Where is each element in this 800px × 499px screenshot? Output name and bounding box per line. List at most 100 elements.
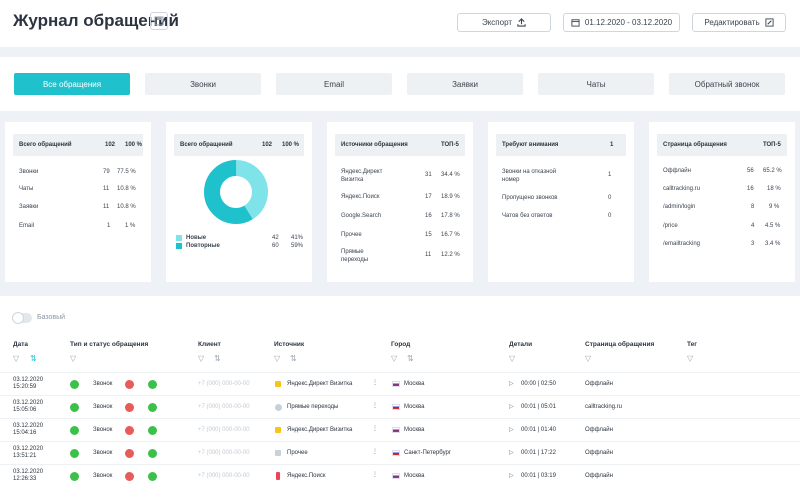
col-details[interactable]: Детали: [509, 341, 533, 348]
sources-title: Источники обращения: [341, 142, 408, 148]
row-label: Прямые переходы: [341, 249, 369, 263]
filter-icon[interactable]: ▽: [198, 354, 205, 363]
row-pct: 34.4 %: [441, 172, 460, 178]
sources-card-header: Источники обращения ТОП-5: [335, 134, 465, 156]
status-icon: [125, 403, 134, 412]
col-type[interactable]: Тип и статус обращения: [70, 341, 149, 348]
row-label: /admin/login: [663, 204, 696, 210]
row-count: 15: [425, 232, 432, 238]
play-icon[interactable]: ▷: [509, 450, 514, 456]
row-count: 11: [425, 252, 432, 258]
sources-card: Источники обращения ТОП-5 Яндекс.Директ …: [327, 122, 473, 282]
row-pct: 65.2 %: [763, 168, 782, 174]
pages-badge: ТОП-5: [763, 142, 781, 148]
source-icon: [275, 381, 281, 387]
play-icon[interactable]: ▷: [509, 473, 514, 479]
row-count: 3: [751, 241, 755, 247]
sort-icon[interactable]: ⇅: [290, 354, 297, 363]
filter-icon[interactable]: ▽: [509, 354, 516, 363]
donut-slice-0: [204, 160, 268, 224]
row-label: Прочее: [341, 232, 362, 238]
table-row[interactable]: 03.12.2020 15:20:59 Звонок +7 (000) 000-0…: [0, 372, 800, 395]
status-check-icon: [148, 449, 157, 458]
incoming-call-icon: [70, 426, 79, 435]
row-count: 79: [103, 169, 110, 175]
table-row[interactable]: 03.12.2020 12:26:33 Звонок +7 (000) 000-0…: [0, 464, 800, 487]
play-icon[interactable]: ▷: [509, 427, 514, 433]
row-pct: 3.4 %: [765, 241, 781, 247]
page-value: Оффлайн: [585, 381, 613, 387]
sort-icon[interactable]: ⇅: [407, 354, 414, 363]
export-button[interactable]: Экспорт: [457, 13, 551, 32]
tab-requests[interactable]: Заявки: [407, 73, 523, 95]
row-label: Google.Search: [341, 213, 382, 219]
client-value[interactable]: +7 (000) 000-00-00: [198, 473, 250, 479]
source-value: Яндекс.Директ Визитка: [287, 381, 353, 387]
sort-icon[interactable]: ⇅: [214, 354, 221, 363]
pages-card-header: Страница обращения ТОП-5: [657, 134, 787, 156]
attention-title: Требуют внимания: [502, 142, 559, 148]
play-icon[interactable]: ▷: [509, 404, 514, 410]
date-range-button[interactable]: 01.12.2020 - 03.12.2020: [563, 13, 680, 32]
type-value: Звонок: [93, 450, 113, 456]
legend-count: 42: [272, 235, 279, 241]
flag-ru-icon: [392, 404, 400, 410]
row-label: Звонки: [19, 169, 39, 175]
table-row[interactable]: 03.12.2020 15:04:16 Звонок +7 (000) 000-0…: [0, 418, 800, 441]
col-tag[interactable]: Тег: [687, 341, 697, 348]
more-icon[interactable]: ⋮: [372, 380, 378, 386]
play-icon[interactable]: ▷: [509, 381, 514, 387]
upload-icon: [517, 18, 526, 27]
tabs-bar: Все обращения Звонки Email Заявки Чаты О…: [0, 57, 800, 111]
source-icon: [275, 427, 281, 433]
legend-pct: 59%: [291, 243, 304, 249]
totals-count: 102: [105, 142, 116, 148]
flag-ru-icon: [392, 381, 400, 387]
source-value: Яндекс.Директ Визитка: [287, 427, 353, 433]
toggle-knob: [12, 312, 24, 324]
edit-button[interactable]: Редактировать: [692, 13, 786, 32]
more-icon[interactable]: ⋮: [372, 449, 378, 455]
filter-icon[interactable]: ▽: [391, 354, 398, 363]
base-toggle[interactable]: [12, 312, 32, 324]
table-row[interactable]: 03.12.2020 15:05:06 Звонок +7 (000) 000-0…: [0, 395, 800, 418]
incoming-call-icon: [70, 403, 79, 412]
legend-pct: 41%: [291, 235, 304, 241]
client-value[interactable]: +7 (000) 000-00-00: [198, 427, 250, 433]
client-value[interactable]: +7 (000) 000-00-00: [198, 381, 250, 387]
source-icon: [275, 404, 282, 411]
row-pct: 12.2 %: [441, 252, 460, 258]
filter-icon[interactable]: ▽: [13, 354, 20, 363]
sort-icon[interactable]: ⇅: [30, 354, 37, 363]
filter-icon[interactable]: ▽: [585, 354, 592, 363]
filter-icon[interactable]: ▽: [687, 354, 694, 363]
tab-callback[interactable]: Обратный звонок: [669, 73, 785, 95]
type-value: Звонок: [93, 404, 113, 410]
page-value: calltracking.ru: [585, 404, 623, 410]
save-button[interactable]: [150, 12, 168, 30]
pages-card: Страница обращения ТОП-5 Оффлайн 56 65.2 %…: [649, 122, 795, 282]
tab-chats[interactable]: Чаты: [538, 73, 654, 95]
table-row[interactable]: 03.12.2020 13:51:21 Звонок +7 (000) 000-0…: [0, 441, 800, 464]
more-icon[interactable]: ⋮: [372, 403, 378, 409]
row-count: 1: [107, 223, 111, 229]
row-label: Чаты: [19, 186, 34, 192]
row-pct: 18 %: [767, 186, 781, 192]
more-icon[interactable]: ⋮: [372, 472, 378, 478]
tab-calls[interactable]: Звонки: [145, 73, 261, 95]
col-city[interactable]: Город: [391, 341, 411, 348]
page-value: Оффлайн: [585, 450, 613, 456]
client-value[interactable]: +7 (000) 000-00-00: [198, 404, 250, 410]
col-page[interactable]: Страница обращения: [585, 341, 655, 348]
row-count: 17: [425, 194, 432, 200]
filter-icon[interactable]: ▽: [70, 354, 77, 363]
tab-email[interactable]: Email: [276, 73, 392, 95]
filter-icon[interactable]: ▽: [274, 354, 281, 363]
col-source[interactable]: Источник: [274, 341, 305, 348]
tab-all[interactable]: Все обращения: [14, 73, 130, 95]
col-date[interactable]: Дата: [13, 341, 29, 348]
more-icon[interactable]: ⋮: [372, 426, 378, 432]
col-client[interactable]: Клиент: [198, 341, 221, 348]
client-value[interactable]: +7 (000) 000-00-00: [198, 450, 250, 456]
type-value: Звонок: [93, 473, 113, 479]
